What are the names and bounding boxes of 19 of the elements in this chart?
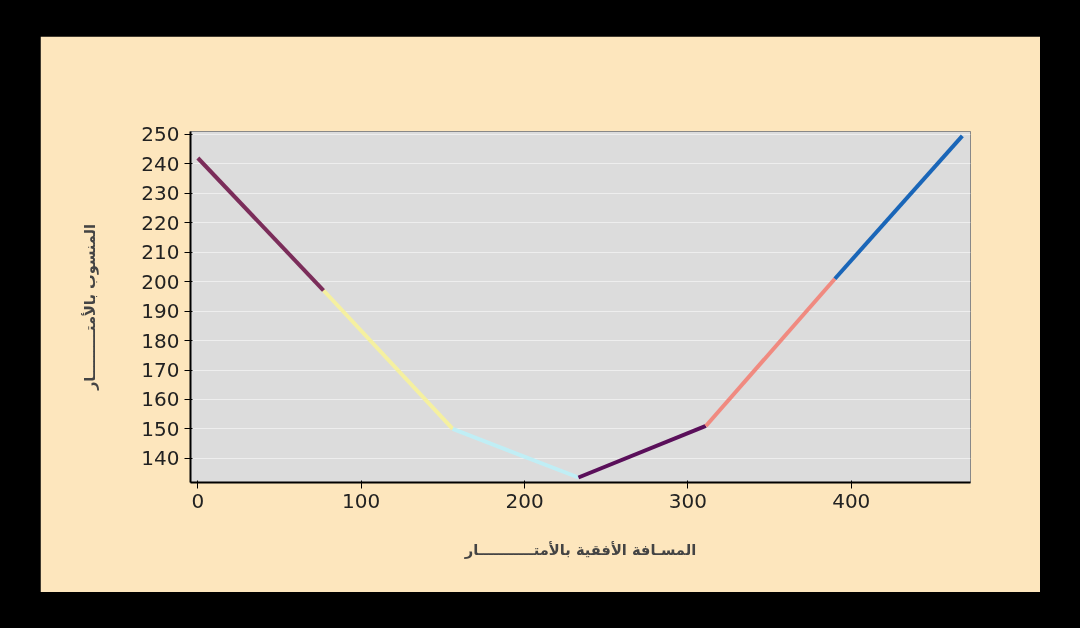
y-tick-label: 160 [141, 387, 180, 412]
x-tick-label: 400 [832, 488, 871, 513]
y-tick-label: 250 [141, 122, 180, 147]
y-tick-label: 150 [141, 416, 180, 441]
y-tick-label: 240 [141, 151, 180, 176]
x-axis-title: المسـافة الأفقية بالأمتـــــــــــار [463, 540, 697, 559]
y-tick-label: 200 [141, 269, 180, 294]
x-tick-label: 100 [342, 488, 381, 513]
y-tick-label: 140 [141, 446, 180, 471]
x-tick-label: 0 [191, 488, 205, 513]
y-tick-label: 170 [141, 358, 180, 383]
y-tick-label: 180 [141, 328, 180, 353]
y-tick-label: 220 [141, 210, 180, 235]
y-tick-label: 210 [141, 240, 180, 265]
x-tick-label: 300 [668, 488, 707, 513]
y-tick-label: 190 [141, 299, 180, 324]
y-axis-title: المنسوب بالأمتـــــــــار [81, 223, 100, 392]
x-tick-label: 200 [505, 488, 544, 513]
y-tick-label: 230 [141, 181, 180, 206]
